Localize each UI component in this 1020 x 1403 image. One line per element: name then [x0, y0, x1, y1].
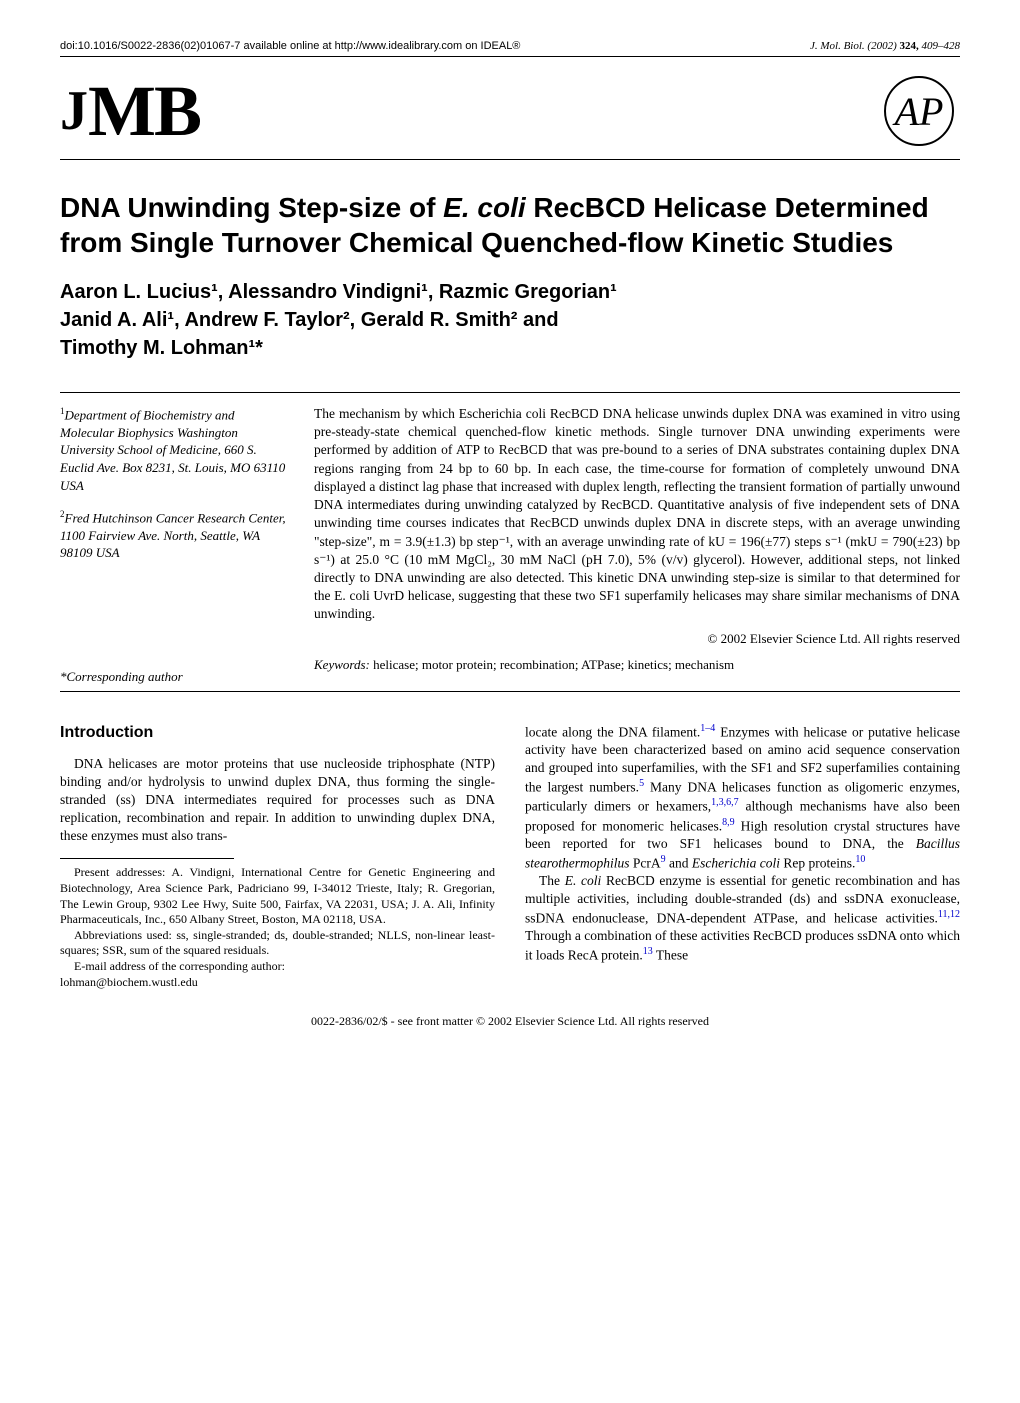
footnotes: Present addresses: A. Vindigni, Internat… — [60, 865, 495, 990]
ref-1112[interactable]: 11,12 — [938, 909, 960, 920]
header-line: doi:10.1016/S0022-2836(02)01067-7 availa… — [60, 40, 960, 56]
footnote-abbrev: Abbreviations used: ss, single-stranded;… — [60, 928, 495, 959]
jmb-mb: MB — [88, 75, 200, 147]
keywords: Keywords: helicase; motor protein; recom… — [290, 653, 960, 685]
keywords-text: helicase; motor protein; recombination; … — [370, 657, 734, 672]
corresponding-author: *Corresponding author — [60, 653, 290, 685]
keywords-row: *Corresponding author Keywords: helicase… — [60, 653, 960, 692]
year: (2002) — [867, 40, 896, 52]
jmb-j: J — [60, 83, 86, 139]
c2p1g: and — [666, 855, 692, 870]
ref-13[interactable]: 13 — [643, 946, 653, 957]
jmb-logo: J MB — [60, 75, 200, 147]
footnote-email: lohman@biochem.wustl.edu — [60, 975, 495, 991]
affiliation-1: 1Department of Biochemistry and Molecula… — [60, 405, 290, 494]
intro-paragraph: DNA helicases are motor proteins that us… — [60, 755, 495, 844]
ref-89[interactable]: 8,9 — [722, 817, 735, 828]
column-left: Introduction DNA helicases are motor pro… — [60, 722, 495, 990]
title-species: E. coli — [443, 192, 525, 223]
abstract-text: The mechanism by which Escherichia coli … — [314, 405, 960, 624]
article-title: DNA Unwinding Step-size of E. coli RecBC… — [60, 190, 960, 260]
col2-para1: locate along the DNA filament.1–4 Enzyme… — [525, 722, 960, 872]
ap-text: AP — [895, 88, 944, 135]
c2p2a: The — [539, 873, 565, 888]
species-ecoli-2: E. coli — [565, 873, 602, 888]
c2p2d: These — [653, 947, 688, 962]
authors: Aaron L. Lucius¹, Alessandro Vindigni¹, … — [60, 278, 960, 362]
keywords-label: Keywords: — [314, 657, 370, 672]
c2p1h: Rep proteins. — [780, 855, 855, 870]
affil-abstract-row: 1Department of Biochemistry and Molecula… — [60, 392, 960, 647]
affil-1-text: Department of Biochemistry and Molecular… — [60, 407, 285, 492]
ap-logo: AP — [884, 76, 954, 146]
footnote-rule — [60, 858, 234, 859]
journal-ref: J. Mol. Biol. (2002) 324, 409–428 — [810, 40, 960, 52]
affil-2-text: Fred Hutchinson Cancer Research Center, … — [60, 510, 286, 560]
footnote-addresses: Present addresses: A. Vindigni, Internat… — [60, 865, 495, 927]
authors-line3: Timothy M. Lohman¹* — [60, 334, 960, 362]
pages: 409–428 — [922, 40, 961, 52]
column-right: locate along the DNA filament.1–4 Enzyme… — [525, 722, 960, 990]
page-footer: 0022-2836/02/$ - see front matter © 2002… — [60, 1014, 960, 1029]
c2p2c: Through a combination of these activitie… — [525, 928, 960, 962]
doi-text: doi:10.1016/S0022-2836(02)01067-7 availa… — [60, 40, 520, 52]
footnote-email-label: E-mail address of the corresponding auth… — [60, 959, 495, 975]
ref-1367[interactable]: 1,3,6,7 — [711, 797, 739, 808]
c2p1a: locate along the DNA filament. — [525, 725, 700, 740]
abstract-column: The mechanism by which Escherichia coli … — [314, 405, 960, 647]
ref-1-4[interactable]: 1–4 — [700, 723, 715, 734]
title-block: DNA Unwinding Step-size of E. coli RecBC… — [60, 190, 960, 362]
affiliations: 1Department of Biochemistry and Molecula… — [60, 405, 290, 647]
copyright: © 2002 Elsevier Science Ltd. All rights … — [314, 630, 960, 648]
title-part1: DNA Unwinding Step-size of — [60, 192, 443, 223]
species-ecoli: Escherichia coli — [692, 855, 780, 870]
col2-para2: The E. coli RecBCD enzyme is essential f… — [525, 872, 960, 964]
introduction-heading: Introduction — [60, 722, 495, 743]
ref-10[interactable]: 10 — [855, 854, 865, 865]
volume: 324, — [900, 40, 919, 52]
logo-row: J MB AP — [60, 57, 960, 160]
affiliation-2: 2Fred Hutchinson Cancer Research Center,… — [60, 508, 290, 562]
authors-line2: Janid A. Ali¹, Andrew F. Taylor², Gerald… — [60, 306, 960, 334]
authors-line1: Aaron L. Lucius¹, Alessandro Vindigni¹, … — [60, 278, 960, 306]
body-columns: Introduction DNA helicases are motor pro… — [60, 722, 960, 990]
journal-name: J. Mol. Biol. — [810, 40, 865, 52]
c2p1f: PcrA — [630, 855, 661, 870]
